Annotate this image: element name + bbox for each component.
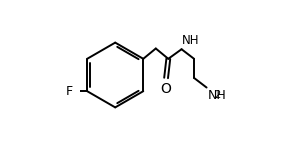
Text: NH: NH: [182, 34, 200, 47]
Text: NH: NH: [208, 89, 227, 102]
Text: O: O: [161, 82, 172, 96]
Text: F: F: [65, 85, 72, 98]
Text: 2: 2: [214, 90, 220, 100]
